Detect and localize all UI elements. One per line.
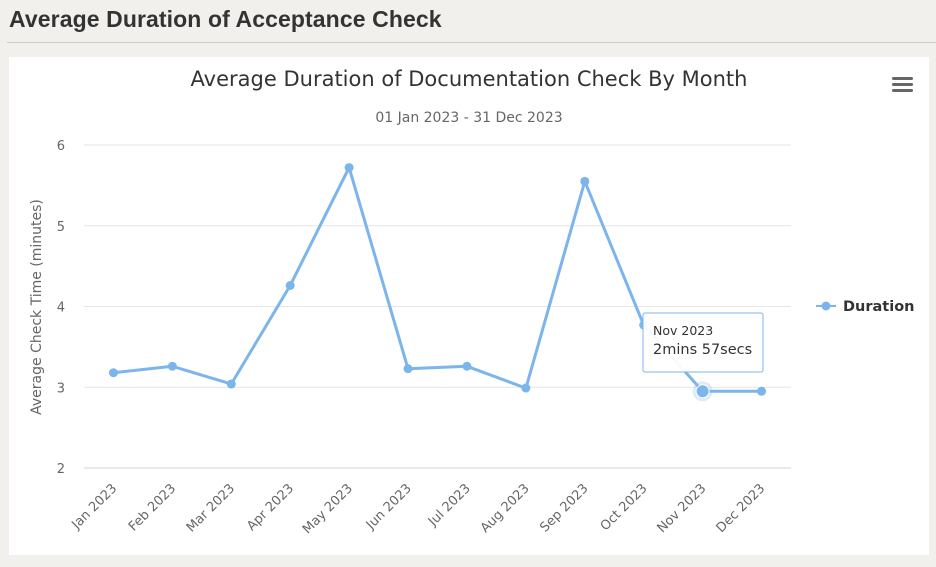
y-tick-label: 2 (57, 462, 65, 477)
chart-menu-button[interactable] (887, 71, 919, 97)
y-tick-label: 6 (57, 139, 65, 154)
data-point (403, 364, 413, 374)
legend-marker (821, 301, 831, 311)
tooltip: Nov 2023 2mins 57secs (642, 312, 764, 373)
data-point (285, 281, 295, 291)
page-header: Average Duration of Acceptance Check (0, 0, 936, 44)
data-point-highlighted (695, 384, 710, 399)
header-divider (7, 42, 936, 43)
y-axis-title: Average Check Time (minutes) (29, 199, 45, 415)
data-point (580, 176, 590, 186)
x-tick-label: Dec 2023 (714, 481, 769, 536)
chart-card: Average Duration of Documentation Check … (9, 57, 929, 555)
legend[interactable]: Duration (816, 299, 914, 315)
data-point (344, 163, 354, 173)
x-tick-label: Sep 2023 (537, 481, 591, 535)
x-tick-label: Feb 2023 (126, 481, 179, 534)
y-tick-label: 4 (57, 301, 65, 316)
line-chart: Average Duration of Documentation Check … (29, 67, 919, 537)
x-tick-label: Apr 2023 (244, 481, 297, 534)
page-title: Average Duration of Acceptance Check (9, 6, 442, 32)
x-tick-label: Nov 2023 (655, 481, 710, 536)
grid (84, 144, 791, 469)
y-tick-label: 3 (57, 381, 65, 396)
tooltip-value: 2mins 57secs (653, 342, 752, 358)
x-tick-label: May 2023 (300, 481, 356, 537)
x-tick-label: Jun 2023 (363, 481, 415, 533)
x-tick-label: Jan 2023 (68, 481, 120, 533)
x-tick-label: Aug 2023 (478, 481, 533, 536)
tooltip-category: Nov 2023 (653, 323, 713, 338)
x-tick-label: Jul 2023 (425, 481, 474, 530)
y-axis-labels: 2 3 4 5 6 (57, 139, 65, 477)
data-point (226, 379, 236, 389)
x-axis-labels: Jan 2023 Feb 2023 Mar 2023 Apr 2023 May 2023… (68, 481, 768, 537)
hamburger-menu-icon (892, 77, 913, 92)
y-tick-label: 5 (57, 220, 65, 235)
data-point (462, 361, 472, 371)
data-point (521, 383, 531, 393)
x-tick-label: Mar 2023 (184, 481, 238, 535)
data-point (757, 386, 767, 396)
legend-label-duration: Duration (843, 299, 914, 315)
x-tick-label: Oct 2023 (598, 481, 651, 534)
chart-title: Average Duration of Documentation Check … (191, 67, 748, 91)
chart-subtitle: 01 Jan 2023 - 31 Dec 2023 (375, 110, 562, 126)
data-point (167, 361, 177, 371)
data-point (108, 368, 118, 378)
